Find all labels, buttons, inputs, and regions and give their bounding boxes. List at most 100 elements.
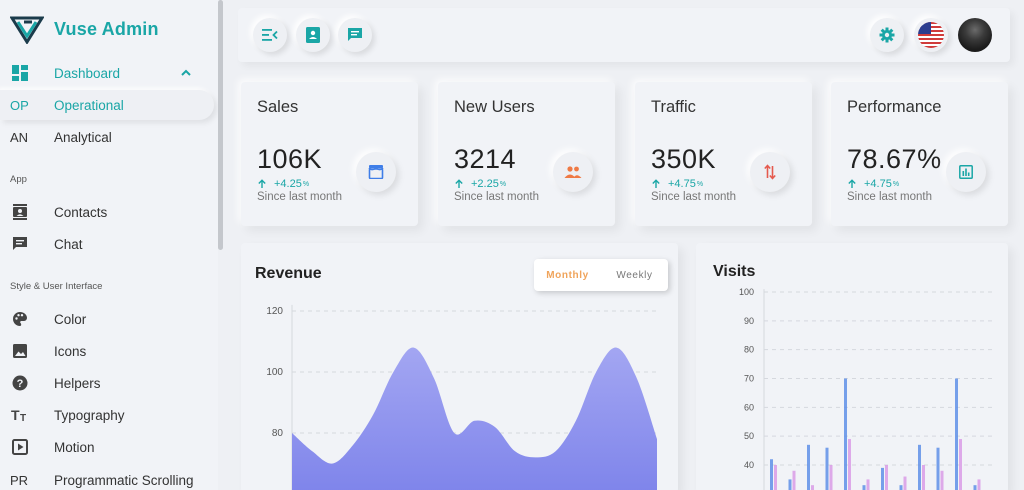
stat-card-sales: Sales 106K +4.25% Since last month bbox=[241, 82, 418, 226]
svg-text:T: T bbox=[11, 407, 20, 423]
stat-card-new-users: New Users 3214 +2.25% Since last month bbox=[438, 82, 615, 226]
arrow-up-icon bbox=[848, 179, 856, 188]
visits-bar[interactable] bbox=[959, 439, 962, 490]
sidebar-item-motion[interactable]: Motion bbox=[0, 432, 214, 462]
visits-bar[interactable] bbox=[922, 465, 925, 490]
visits-bar[interactable] bbox=[881, 467, 884, 490]
section-label-app: App bbox=[10, 174, 27, 185]
stat-since: Since last month bbox=[651, 191, 737, 203]
visits-bar[interactable] bbox=[936, 447, 940, 490]
stat-card-performance: Performance 78.67% +4.75% Since last mon… bbox=[831, 82, 1008, 226]
bar-chart-icon bbox=[959, 165, 973, 179]
brand-name: Vuse Admin bbox=[54, 18, 159, 39]
revenue-period-toggle: Monthly Weekly bbox=[534, 259, 668, 291]
revenue-panel: Revenue Monthly Weekly 6080100120 bbox=[241, 243, 678, 490]
visits-bar[interactable] bbox=[977, 479, 981, 490]
user-avatar[interactable] bbox=[958, 18, 992, 52]
y-tick-label: 120 bbox=[266, 306, 283, 317]
y-tick-label: 50 bbox=[744, 431, 754, 441]
visits-bar[interactable] bbox=[940, 470, 944, 490]
dashboard-icon bbox=[10, 63, 30, 83]
y-tick-label: 70 bbox=[744, 374, 754, 384]
tab-monthly[interactable]: Monthly bbox=[546, 269, 589, 281]
visits-bar[interactable] bbox=[903, 476, 907, 490]
visits-bar[interactable] bbox=[918, 444, 921, 490]
visits-chart: 40 50 60 70 80 90 100 bbox=[739, 287, 996, 490]
stat-delta: +4.75% bbox=[847, 178, 899, 190]
stat-card-traffic: Traffic 350K +4.75% Since last month bbox=[635, 82, 812, 226]
sidebar-item-label: Operational bbox=[54, 97, 124, 113]
stat-title: Performance bbox=[847, 98, 942, 116]
sidebar-item-helpers[interactable]: ? Helpers bbox=[0, 368, 214, 398]
stat-since: Since last month bbox=[257, 191, 343, 203]
stat-delta-unit: % bbox=[696, 180, 704, 188]
contacts-icon bbox=[10, 202, 30, 222]
revenue-chart: 6080100120 bbox=[266, 304, 657, 490]
stat-icon-bubble bbox=[750, 152, 790, 192]
visits-bar[interactable] bbox=[811, 485, 814, 490]
visits-bar[interactable] bbox=[955, 378, 958, 490]
sidebar-item-chat[interactable]: Chat bbox=[0, 229, 214, 259]
sidebar-item-dashboard[interactable]: Dashboard bbox=[0, 58, 214, 88]
revenue-title: Revenue bbox=[255, 265, 322, 282]
stat-title: Sales bbox=[257, 98, 299, 116]
sidebar: Vuse Admin Dashboard OP Operational AN A… bbox=[0, 0, 218, 490]
stat-value: 78.67% bbox=[847, 144, 942, 174]
sidebar-item-label: Color bbox=[54, 311, 87, 327]
menu-open-icon bbox=[262, 29, 278, 41]
y-tick-label: 90 bbox=[744, 316, 754, 326]
stat-delta: +4.75% bbox=[651, 178, 703, 190]
stat-delta: +2.25% bbox=[454, 178, 506, 190]
stat-delta-value: +4.25 bbox=[274, 178, 302, 190]
y-tick-label: 100 bbox=[739, 287, 754, 297]
visits-bar[interactable] bbox=[774, 465, 777, 490]
sidebar-item-contacts[interactable]: Contacts bbox=[0, 197, 214, 227]
sidebar-item-label: Motion bbox=[54, 439, 95, 455]
chat-icon bbox=[10, 234, 30, 254]
sidebar-item-label: Contacts bbox=[54, 204, 108, 220]
visits-bar[interactable] bbox=[788, 479, 792, 490]
menu-collapse-button[interactable] bbox=[253, 18, 287, 52]
visits-bar[interactable] bbox=[899, 485, 903, 490]
visits-bar[interactable] bbox=[792, 470, 796, 490]
visits-bar[interactable] bbox=[862, 485, 866, 490]
visits-bar[interactable] bbox=[973, 485, 977, 490]
sidebar-item-label: Dashboard bbox=[54, 65, 121, 81]
visits-bar[interactable] bbox=[848, 439, 851, 490]
sidebar-item-analytical[interactable]: AN Analytical bbox=[0, 122, 214, 152]
stat-value: 350K bbox=[651, 144, 717, 174]
play-icon bbox=[10, 437, 30, 457]
brand[interactable]: Vuse Admin bbox=[10, 14, 159, 44]
visits-bar[interactable] bbox=[885, 465, 888, 490]
chevron-up-icon[interactable] bbox=[180, 67, 192, 79]
sidebar-item-operational[interactable]: OP Operational bbox=[0, 90, 214, 120]
visits-bar[interactable] bbox=[825, 447, 829, 490]
sidebar-item-programmatic-scrolling[interactable]: PR Programmatic Scrolling bbox=[0, 465, 214, 490]
chat-button[interactable] bbox=[338, 18, 372, 52]
tab-weekly[interactable]: Weekly bbox=[616, 269, 653, 281]
visits-bar[interactable] bbox=[844, 378, 847, 490]
sidebar-item-color[interactable]: Color bbox=[0, 304, 214, 334]
visits-bar[interactable] bbox=[866, 479, 870, 490]
sidebar-item-icons[interactable]: Icons bbox=[0, 336, 214, 366]
language-button[interactable] bbox=[914, 18, 948, 52]
visits-bar[interactable] bbox=[829, 465, 833, 490]
stat-delta-unit: % bbox=[892, 180, 900, 188]
stat-delta-unit: % bbox=[499, 180, 507, 188]
sidebar-item-label: Programmatic Scrolling bbox=[54, 472, 194, 488]
visits-bar[interactable] bbox=[770, 459, 773, 490]
sidebar-item-label: Chat bbox=[54, 236, 83, 252]
sidebar-item-abbr: OP bbox=[10, 97, 29, 113]
arrow-up-icon bbox=[455, 179, 463, 188]
stat-delta: +4.25% bbox=[257, 178, 309, 190]
topbar bbox=[238, 8, 1010, 62]
image-icon bbox=[10, 341, 30, 361]
contacts-button[interactable] bbox=[296, 18, 330, 52]
visits-bar[interactable] bbox=[807, 444, 810, 490]
sidebar-scrollbar[interactable] bbox=[218, 0, 223, 250]
stat-icon-bubble bbox=[356, 152, 396, 192]
swap-vertical-icon bbox=[764, 164, 776, 180]
us-flag-icon bbox=[918, 22, 944, 48]
settings-button[interactable] bbox=[870, 18, 904, 52]
